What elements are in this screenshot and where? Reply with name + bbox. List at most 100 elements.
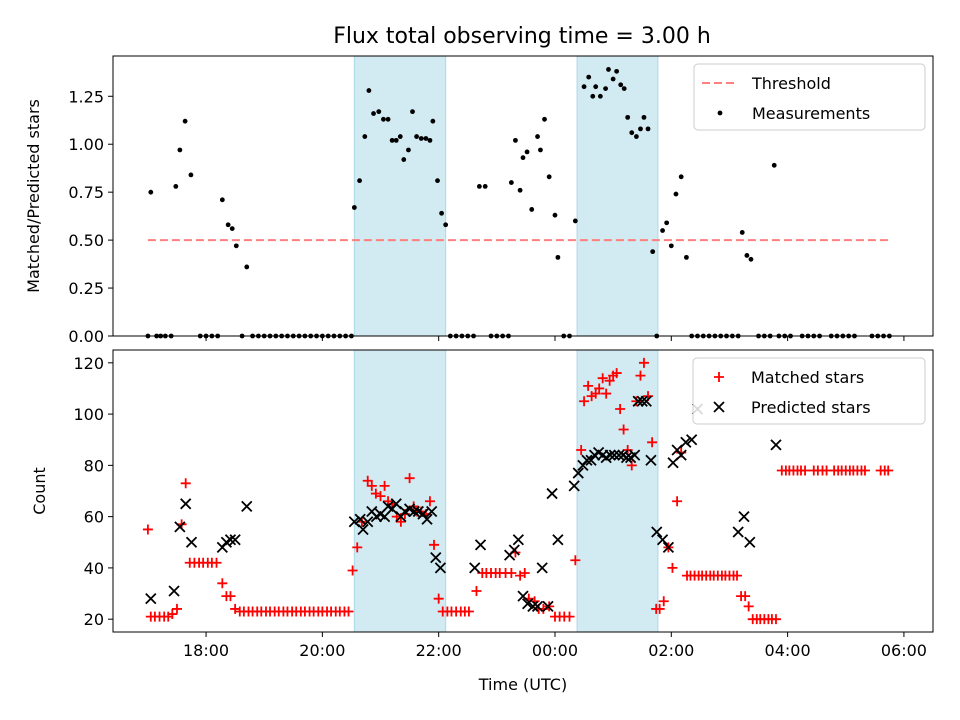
measurement-point <box>414 134 419 139</box>
predicted-star-point <box>770 439 782 451</box>
measurement-point <box>520 155 526 161</box>
legend-box <box>693 63 926 131</box>
y-axis-label: Count <box>30 467 49 515</box>
measurement-point <box>678 174 684 180</box>
matched-star-point <box>424 496 435 507</box>
measurement-point <box>182 118 188 124</box>
matched-star-point <box>395 516 406 527</box>
matched-star-point <box>597 373 608 384</box>
predicted-star-point <box>421 513 433 525</box>
measurement-point <box>555 254 561 260</box>
predicted-star-point <box>531 600 544 613</box>
matched-star-point <box>611 368 622 379</box>
bottom-panel: 20 40 60 80 100 120 18:00 20:00 22:00 00:00 02:00 0… <box>30 349 934 694</box>
legend-label: Threshold <box>751 74 831 93</box>
x-tick-label: 02:00 <box>648 641 694 660</box>
matched-star-point <box>167 609 178 620</box>
matched-star-point <box>471 585 482 596</box>
predicted-star-point <box>744 536 756 548</box>
predicted-star-point <box>604 449 616 461</box>
matched-star-point <box>859 465 870 476</box>
measurement-point <box>418 136 424 141</box>
predicted-star-point <box>224 534 237 546</box>
matched-star-point <box>519 568 530 579</box>
matched-star-point <box>564 611 575 622</box>
y-tick-label: 120 <box>73 354 104 373</box>
measurement-point <box>476 184 482 189</box>
measurement-point <box>634 134 639 139</box>
measurement-point <box>225 222 231 228</box>
measurement-point <box>625 114 631 120</box>
x-tick-label: 20:00 <box>299 641 345 660</box>
measurement-point <box>389 137 395 143</box>
y-axis-label: Matched/Predicted stars <box>24 99 43 293</box>
predicted-star-point <box>229 534 241 546</box>
matched-star-point <box>379 480 390 491</box>
x-tick-label: 22:00 <box>416 641 462 660</box>
matched-star-point <box>647 437 658 448</box>
measurement-point <box>244 264 250 270</box>
matched-star-point <box>883 465 894 476</box>
y-tick-label: 20 <box>84 610 104 629</box>
x-tick-label: 18:00 <box>183 641 229 660</box>
measurement-point <box>173 184 179 189</box>
y-tick-label: 60 <box>84 508 104 527</box>
observing-window-1 <box>353 349 447 633</box>
measurement-point <box>406 147 411 153</box>
matched-star-point <box>743 601 754 612</box>
measurement-point <box>586 74 592 80</box>
y-tick-label: 0.75 <box>68 183 104 202</box>
measurement-point <box>572 218 578 224</box>
matched-star-point <box>343 606 354 617</box>
axes-frame <box>112 349 934 633</box>
legend: Threshold Measurements <box>693 63 926 131</box>
measurement-point <box>739 230 745 235</box>
measurement-point <box>385 116 391 122</box>
measurement-point <box>597 93 603 99</box>
measurement-point <box>366 88 372 93</box>
measurement-point <box>771 162 777 168</box>
measurement-point <box>650 249 656 255</box>
predicted-star-point <box>608 449 620 461</box>
matched-star-point <box>404 473 415 484</box>
matched-star-point <box>375 491 386 502</box>
predicted-star-point <box>662 541 675 554</box>
predicted-star-point <box>552 534 564 546</box>
measurement-point <box>668 243 674 249</box>
measurement-point <box>508 180 514 185</box>
measurement-point <box>593 84 599 90</box>
measurement-point <box>744 253 750 258</box>
matched-star-point <box>217 578 228 589</box>
measurement-point <box>397 134 403 139</box>
x-tick-label: 04:00 <box>765 641 811 660</box>
measurement-point <box>219 197 225 203</box>
predicted-star-point <box>732 526 744 538</box>
matched-star-point <box>658 596 669 607</box>
predicted-star-point <box>620 452 633 464</box>
measurement-point <box>148 189 154 195</box>
legend-label: Measurements <box>752 104 870 123</box>
predicted-star-point <box>517 590 529 602</box>
matched-star-point <box>638 357 649 368</box>
measurement-point <box>401 157 407 162</box>
matched-star-point <box>433 593 444 604</box>
matched-star-point <box>352 542 363 553</box>
predicted-star-point <box>354 513 366 525</box>
matched-star-point <box>211 557 222 568</box>
predicted-star-point <box>180 498 192 510</box>
measurement-point <box>638 126 643 132</box>
y-tick-label: 40 <box>84 559 104 578</box>
predicted-star-point <box>581 454 593 466</box>
predicted-star-point <box>738 510 750 523</box>
measurement-point <box>621 86 627 92</box>
matched-star-point <box>732 570 743 581</box>
measurement-point <box>423 136 429 141</box>
measurement-point <box>482 184 488 189</box>
predicted-star-point <box>241 500 253 513</box>
matched-star-point <box>601 388 612 399</box>
predicted-star-point <box>675 449 687 461</box>
measurement-point <box>614 68 620 74</box>
predicted-star-point <box>362 516 374 528</box>
measurement-point <box>513 137 518 143</box>
measurement-point <box>629 130 635 136</box>
